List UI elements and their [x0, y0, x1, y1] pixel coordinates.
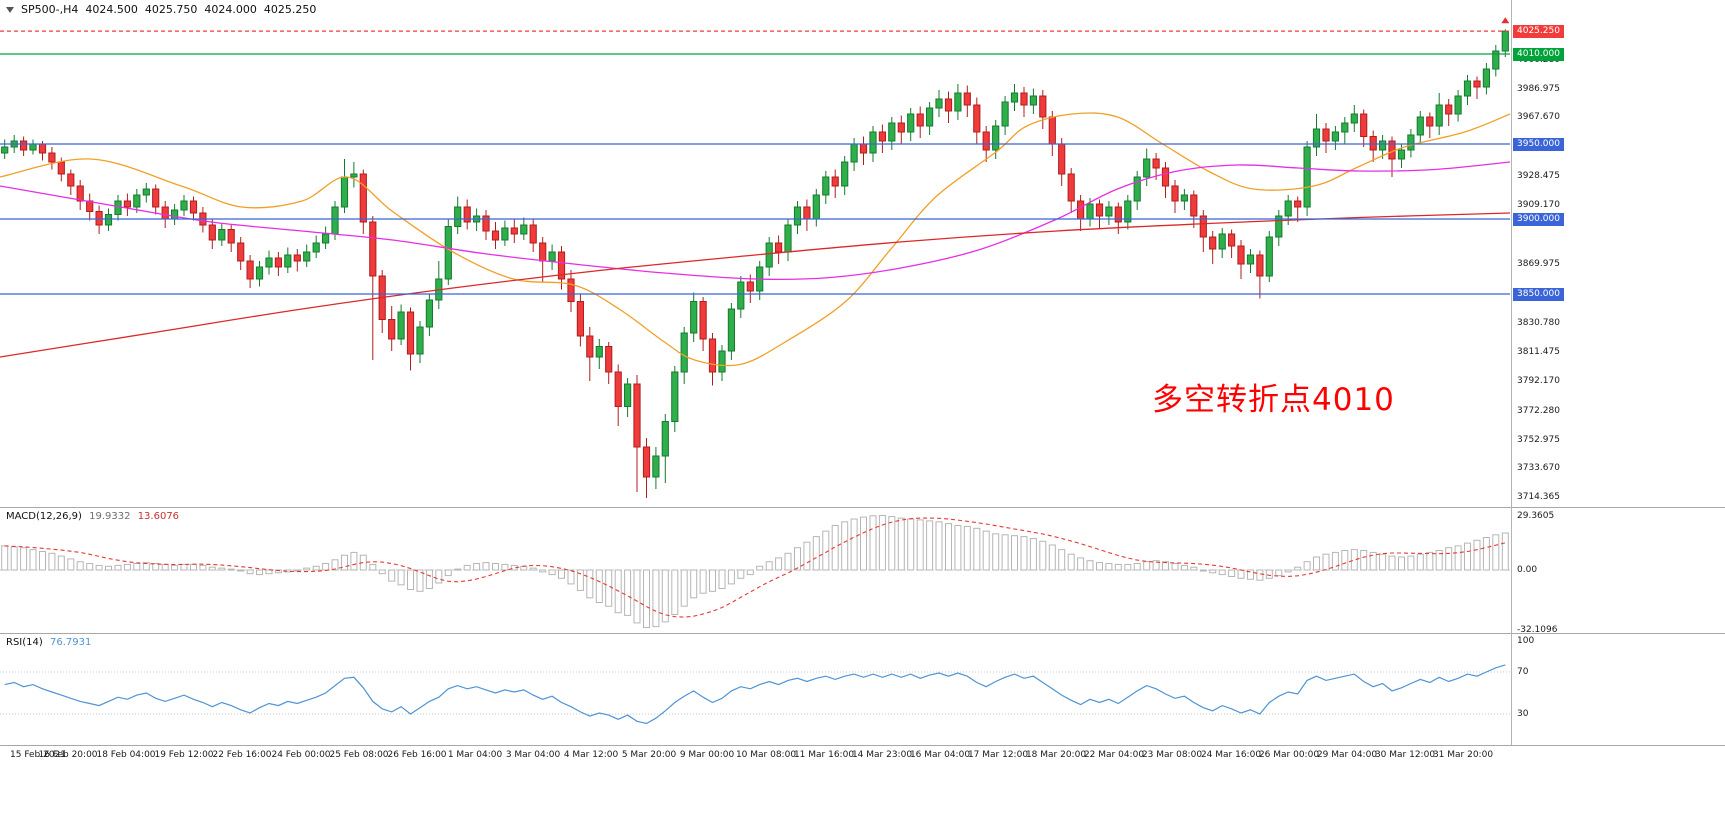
price-tick: 3830.780 [1517, 318, 1560, 328]
time-tick: 16 Mar 04:00 [909, 750, 971, 760]
time-tick: 17 Mar 12:00 [967, 750, 1029, 760]
ma-mid-magenta [0, 161, 1511, 281]
ohlc-high: 4025.750 [144, 3, 198, 16]
macd-pane[interactable]: MACD(12,26,9) 19.9332 13.6076 [0, 508, 1512, 633]
macd-main-value: 19.9332 [89, 511, 131, 522]
time-tick: 29 Mar 04:00 [1316, 750, 1378, 760]
symbol-period: SP500-,H4 [21, 3, 79, 16]
time-tick: 4 Mar 12:00 [563, 750, 619, 760]
symbol-info: SP500-,H4 4024.500 4025.750 4024.000 402… [6, 3, 316, 16]
time-tick: 9 Mar 00:00 [679, 750, 735, 760]
macd-label: MACD(12,26,9) 19.9332 13.6076 [6, 511, 179, 522]
rsi-tick: 30 [1517, 709, 1529, 719]
macd-signal-value: 13.6076 [137, 511, 180, 522]
price-tick: 3909.170 [1517, 200, 1560, 210]
rsi-name: RSI(14) [6, 637, 43, 648]
time-tick: 11 Mar 16:00 [793, 750, 855, 760]
price-level-badge: 4025.250 [1513, 25, 1564, 38]
time-tick: 16 Feb 20:00 [38, 750, 98, 760]
price-alert-marker [1501, 17, 1510, 24]
time-tick: 23 Mar 08:00 [1141, 750, 1203, 760]
time-tick: 25 Feb 08:00 [329, 750, 389, 760]
main-chart-pane[interactable]: SP500-,H4 4024.500 4025.750 4024.000 402… [0, 0, 1512, 507]
time-tick: 26 Mar 00:00 [1258, 750, 1320, 760]
rsi-tick: 100 [1517, 636, 1535, 646]
rsi-plot[interactable] [0, 634, 1512, 745]
price-tick: 3772.280 [1517, 406, 1560, 416]
price-tick: 3967.670 [1517, 112, 1560, 122]
macd-axis[interactable]: 29.3605 0.00 -32.1096 [1512, 508, 1725, 635]
time-tick: 24 Feb 00:00 [271, 750, 331, 760]
macd-name: MACD(12,26,9) [6, 511, 82, 522]
time-tick: 30 Mar 12:00 [1374, 750, 1436, 760]
pane-separator[interactable] [0, 507, 1725, 508]
rsi-label: RSI(14) 76.7931 [6, 637, 91, 648]
price-tick: 3714.365 [1517, 492, 1560, 502]
ma-slow-red [0, 212, 1511, 358]
macd-signal-line [4, 517, 1506, 618]
time-tick: 24 Mar 16:00 [1200, 750, 1262, 760]
ohlc-low: 4024.000 [204, 3, 257, 16]
time-axis[interactable]: 15 Feb 2021 16 Feb 20:00 18 Feb 04:00 19 Fe… [0, 747, 1512, 767]
macd-plot[interactable] [0, 508, 1512, 633]
time-tick: 22 Feb 16:00 [212, 750, 272, 760]
macd-tick: -32.1096 [1517, 625, 1558, 635]
time-tick: 31 Mar 20:00 [1432, 750, 1494, 760]
time-tick: 5 Mar 20:00 [621, 750, 677, 760]
price-axis[interactable]: 4006.2803986.9753967.6703928.4753909.170… [1512, 0, 1725, 507]
time-tick: 1 Mar 04:00 [447, 750, 503, 760]
price-tick: 3986.975 [1517, 84, 1560, 94]
time-tick: 18 Mar 20:00 [1025, 750, 1087, 760]
rsi-axis[interactable]: 100 70 30 [1512, 634, 1725, 745]
ma-fast-orange [0, 112, 1511, 367]
axis-separator [1511, 0, 1512, 745]
rsi-value: 76.7931 [49, 637, 92, 648]
annotation-text: 多空转折点4010 [1152, 382, 1395, 418]
pane-separator[interactable] [0, 633, 1725, 634]
price-level-badge: 3850.000 [1513, 288, 1564, 301]
price-level-badge: 3950.000 [1513, 138, 1564, 151]
macd-tick: 29.3605 [1517, 511, 1555, 521]
ohlc-close: 4025.250 [263, 3, 317, 16]
price-level-badge: 4010.000 [1513, 48, 1564, 61]
rsi-pane[interactable]: RSI(14) 76.7931 [0, 634, 1512, 745]
time-tick: 10 Mar 08:00 [735, 750, 797, 760]
time-tick: 18 Feb 04:00 [96, 750, 156, 760]
price-tick: 3869.975 [1517, 259, 1560, 269]
chevron-down-icon [6, 6, 14, 13]
time-tick: 19 Feb 12:00 [154, 750, 214, 760]
pane-separator [0, 745, 1725, 746]
price-tick: 3811.475 [1517, 347, 1560, 357]
candlestick-plot[interactable] [0, 0, 1512, 507]
time-tick: 15 Feb 2021 [10, 750, 67, 760]
ohlc-open: 4024.500 [85, 3, 138, 16]
time-tick: 14 Mar 23:00 [851, 750, 913, 760]
macd-tick: 0.00 [1517, 565, 1538, 575]
price-tick: 3928.475 [1517, 171, 1560, 181]
price-tick: 3792.170 [1517, 376, 1560, 386]
price-level-badge: 3900.000 [1513, 213, 1564, 226]
price-tick: 3752.975 [1517, 435, 1560, 445]
rsi-line [4, 664, 1506, 725]
time-tick: 22 Mar 04:00 [1083, 750, 1145, 760]
rsi-tick: 70 [1517, 667, 1529, 677]
price-tick: 3733.670 [1517, 463, 1560, 473]
time-tick: 26 Feb 16:00 [387, 750, 447, 760]
time-tick: 3 Mar 04:00 [505, 750, 561, 760]
